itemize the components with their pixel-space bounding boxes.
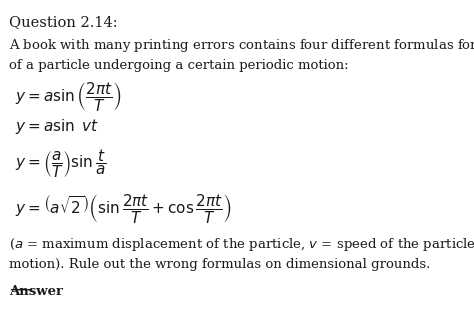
Text: ($a$ = maximum displacement of the particle, $v$ = speed of the particle. $T$ = : ($a$ = maximum displacement of the parti… [9, 236, 474, 271]
Text: $y = \left(\dfrac{a}{T}\right) \sin\dfrac{t}{a}$: $y = \left(\dfrac{a}{T}\right) \sin\dfra… [15, 148, 107, 180]
Text: $y = a\sin\left(\dfrac{2\pi t}{T}\right)$: $y = a\sin\left(\dfrac{2\pi t}{T}\right)… [15, 80, 122, 113]
Text: Question 2.14:: Question 2.14: [9, 15, 117, 29]
Text: $y = \left(a\sqrt{2}\right)\left(\sin\dfrac{2\pi t}{T} + \cos\dfrac{2\pi t}{T}\r: $y = \left(a\sqrt{2}\right)\left(\sin\df… [15, 192, 232, 225]
Text: $y = a \sin\ vt$: $y = a \sin\ vt$ [15, 117, 100, 136]
Text: Answer: Answer [9, 285, 63, 298]
Text: A book with many printing errors contains four different formulas for the displa: A book with many printing errors contain… [9, 36, 474, 72]
